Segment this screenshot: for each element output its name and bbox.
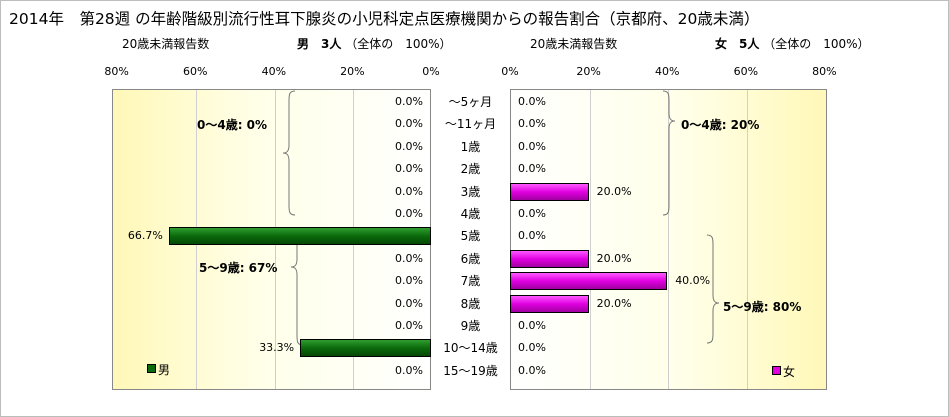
female-brace-0-4 (662, 90, 676, 216)
male-value-label: 0.0% (395, 251, 423, 265)
female-value-label: 0.0% (518, 341, 546, 355)
male-value-label: 0.0% (395, 139, 423, 153)
male-brace-5-9 (290, 230, 304, 346)
male-bar (168, 227, 431, 246)
female-axis-tick: 0% (501, 65, 519, 78)
male-count: 男 3人 (297, 37, 342, 51)
male-value-label: 0.0% (395, 207, 423, 220)
male-group-5-9: 5～9歳: 67% (199, 261, 278, 275)
age-label: 4歳 (460, 207, 481, 221)
age-label: ～11ヶ月 (444, 117, 497, 132)
female-gridline (589, 90, 591, 389)
male-brace-0-4 (282, 90, 296, 216)
male-axis-tick: 40% (261, 65, 287, 78)
female-brace-5-9 (706, 234, 720, 344)
female-value-label: 20.0% (596, 251, 632, 265)
female-bar (510, 272, 668, 291)
age-label: 1歳 (460, 139, 481, 154)
female-legend-label: 女 (783, 365, 796, 379)
male-value-label: 0.0% (395, 162, 423, 176)
age-label: ～5ヶ月 (448, 95, 493, 109)
male-legend: 男 (147, 361, 170, 378)
male-value-label: 0.0% (395, 184, 423, 198)
male-legend-label: 男 (158, 363, 171, 377)
female-value-label: 20.0% (596, 296, 632, 310)
female-axis-tick: 60% (733, 65, 759, 78)
male-value-label: 0.0% (395, 274, 423, 288)
chart-title: 2014年 第28週 の年齢階級別流行性耳下腺炎の小児科定点医療機関からの報告割… (9, 10, 760, 28)
age-label: 7歳 (460, 274, 481, 289)
female-value-label: 20.0% (596, 184, 632, 198)
female-value-label: 0.0% (518, 162, 546, 176)
female-bar (510, 294, 589, 313)
female-value-label: 0.0% (518, 207, 546, 220)
male-value-label: 66.7% (127, 229, 163, 243)
age-label: 6歳 (460, 251, 481, 266)
female-axis-tick: 20% (576, 65, 601, 78)
female-axis-tick: 80% (812, 65, 837, 78)
male-value-label: 0.0% (395, 117, 423, 131)
male-header-count: 男 3人 （全体の 100%） (297, 35, 452, 52)
female-bar (510, 249, 589, 268)
male-axis-tick: 20% (340, 65, 365, 78)
age-label: 2歳 (460, 162, 481, 177)
male-group-0-4: 0～4歳: 0% (197, 118, 268, 132)
male-value-label: 0.0% (395, 363, 423, 377)
male-axis-tick: 0% (422, 65, 440, 78)
female-header-count: 女 5人 （全体の 100%） (715, 35, 870, 52)
female-bar (510, 182, 589, 201)
female-value-label: 0.0% (518, 319, 546, 332)
male-header-label: 20歳未満報告数 (122, 37, 210, 51)
male-axis-tick: 80% (104, 65, 129, 78)
male-total: （全体の 100%） (345, 37, 452, 51)
female-value-label: 40.0% (675, 274, 711, 288)
age-label: 9歳 (460, 319, 481, 333)
female-legend: 女 (772, 363, 795, 380)
male-value-label: 33.3% (259, 341, 295, 355)
female-value-label: 0.0% (518, 117, 546, 131)
male-value-label: 0.0% (395, 95, 423, 108)
female-gridline (668, 90, 670, 389)
male-axis-tick: 60% (182, 65, 208, 78)
age-label: 15～19歳 (443, 363, 498, 378)
age-label: 5歳 (460, 229, 481, 244)
male-value-label: 0.0% (395, 319, 423, 332)
female-total: （全体の 100%） (763, 37, 870, 51)
male-legend-swatch (147, 364, 156, 373)
female-value-label: 0.0% (518, 363, 546, 377)
female-axis-tick: 40% (654, 65, 680, 78)
age-label: 10～14歳 (443, 341, 498, 356)
female-group-0-4: 0～4歳: 20% (681, 118, 760, 132)
female-value-label: 0.0% (518, 229, 546, 243)
female-value-label: 0.0% (518, 95, 546, 108)
female-count: 女 5人 (715, 37, 760, 51)
female-header-label: 20歳未満報告数 (530, 37, 618, 51)
age-label: 8歳 (460, 296, 481, 311)
female-legend-swatch (772, 366, 781, 375)
age-label: 3歳 (460, 184, 481, 199)
female-group-5-9: 5～9歳: 80% (723, 300, 802, 314)
female-gridline (746, 90, 748, 389)
male-bar (300, 339, 431, 358)
female-value-label: 0.0% (518, 139, 546, 153)
male-value-label: 0.0% (395, 296, 423, 310)
